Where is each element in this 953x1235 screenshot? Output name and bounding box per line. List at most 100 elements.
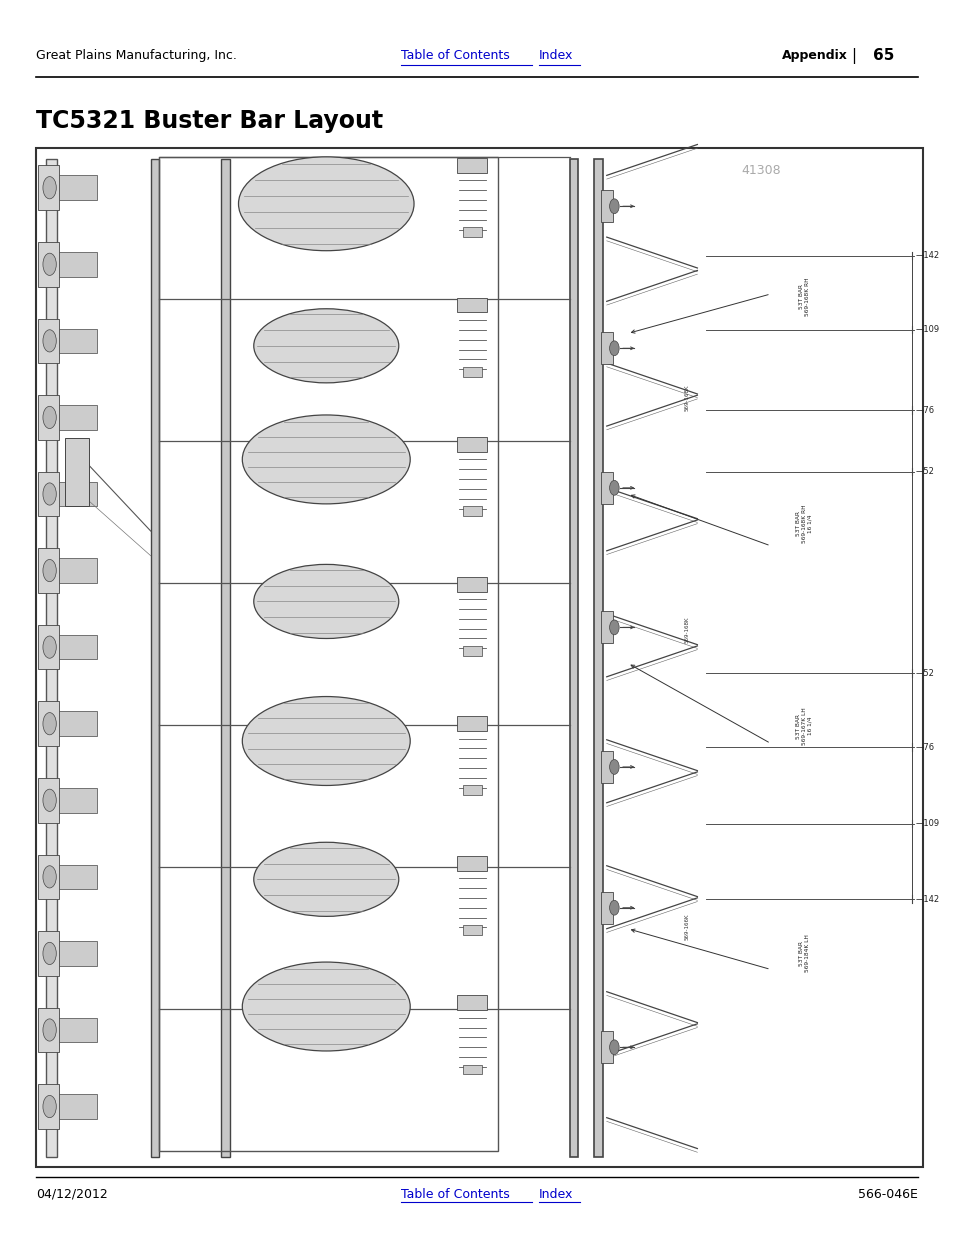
Bar: [569, 159, 578, 1157]
Text: —76: —76: [915, 742, 934, 752]
Bar: [600, 1031, 613, 1063]
Bar: [36, 148, 923, 1167]
Bar: [59, 252, 97, 277]
Bar: [38, 1008, 59, 1052]
Bar: [38, 1084, 59, 1129]
Bar: [59, 864, 97, 889]
Ellipse shape: [253, 309, 398, 383]
Bar: [65, 438, 89, 506]
Bar: [59, 788, 97, 813]
Ellipse shape: [253, 842, 398, 916]
Text: 569-168K: 569-168K: [683, 384, 689, 411]
Ellipse shape: [43, 789, 56, 811]
Bar: [600, 892, 613, 924]
Bar: [456, 577, 487, 592]
Ellipse shape: [43, 713, 56, 735]
Ellipse shape: [43, 866, 56, 888]
Bar: [456, 856, 487, 871]
Bar: [462, 506, 481, 516]
Bar: [462, 1065, 481, 1074]
Bar: [38, 855, 59, 899]
Ellipse shape: [242, 697, 410, 785]
Ellipse shape: [43, 942, 56, 965]
Ellipse shape: [43, 1019, 56, 1041]
Text: Table of Contents: Table of Contents: [400, 1188, 509, 1200]
Bar: [59, 711, 97, 736]
Text: Index: Index: [538, 1188, 573, 1200]
Text: Index: Index: [538, 49, 573, 62]
Ellipse shape: [609, 760, 618, 774]
Bar: [456, 716, 487, 731]
Ellipse shape: [609, 199, 618, 214]
Bar: [59, 558, 97, 583]
Ellipse shape: [609, 900, 618, 915]
Bar: [59, 635, 97, 659]
Ellipse shape: [43, 177, 56, 199]
Bar: [462, 785, 481, 795]
Ellipse shape: [43, 330, 56, 352]
Text: TC5321 Buster Bar Layout: TC5321 Buster Bar Layout: [36, 110, 383, 133]
Ellipse shape: [609, 1040, 618, 1055]
Bar: [38, 165, 59, 210]
Bar: [38, 242, 59, 287]
Bar: [38, 548, 59, 593]
Text: 569-168K: 569-168K: [683, 616, 689, 643]
Bar: [59, 1094, 97, 1119]
Bar: [151, 159, 159, 1157]
Bar: [59, 175, 97, 200]
Ellipse shape: [253, 564, 398, 638]
Text: 65: 65: [872, 48, 893, 63]
Bar: [600, 751, 613, 783]
Text: 53T BAR
569-168K RH
16 1/4: 53T BAR 569-168K RH 16 1/4: [795, 504, 812, 543]
Bar: [38, 395, 59, 440]
Bar: [59, 1018, 97, 1042]
Ellipse shape: [609, 480, 618, 495]
Ellipse shape: [242, 415, 410, 504]
Bar: [59, 941, 97, 966]
Ellipse shape: [238, 157, 414, 251]
Ellipse shape: [43, 483, 56, 505]
Bar: [38, 931, 59, 976]
Bar: [38, 701, 59, 746]
Bar: [456, 158, 487, 173]
Text: 04/12/2012: 04/12/2012: [36, 1188, 108, 1200]
Ellipse shape: [43, 1095, 56, 1118]
Bar: [462, 646, 481, 656]
Bar: [600, 332, 613, 364]
Bar: [600, 472, 613, 504]
Bar: [59, 482, 97, 506]
Ellipse shape: [43, 406, 56, 429]
Bar: [221, 159, 230, 1157]
Bar: [600, 611, 613, 643]
Bar: [38, 472, 59, 516]
Bar: [462, 367, 481, 377]
Bar: [462, 925, 481, 935]
Text: Great Plains Manufacturing, Inc.: Great Plains Manufacturing, Inc.: [36, 49, 237, 62]
Text: —142: —142: [915, 251, 939, 261]
Ellipse shape: [43, 559, 56, 582]
Text: 53T BAR
569-167K LH
16 1/4: 53T BAR 569-167K LH 16 1/4: [795, 708, 812, 745]
Text: Appendix: Appendix: [781, 49, 847, 62]
Bar: [462, 227, 481, 237]
Bar: [38, 319, 59, 363]
Text: —142: —142: [915, 894, 939, 904]
Bar: [59, 329, 97, 353]
Text: —109: —109: [915, 325, 939, 335]
Bar: [59, 405, 97, 430]
Bar: [159, 157, 497, 1151]
Ellipse shape: [609, 341, 618, 356]
Bar: [46, 159, 57, 1157]
Ellipse shape: [43, 253, 56, 275]
Bar: [38, 778, 59, 823]
Text: Table of Contents: Table of Contents: [400, 49, 509, 62]
Bar: [600, 190, 613, 222]
Text: 569-166K: 569-166K: [683, 913, 689, 940]
Ellipse shape: [242, 962, 410, 1051]
Bar: [456, 437, 487, 452]
Bar: [456, 298, 487, 312]
Ellipse shape: [609, 620, 618, 635]
Text: —109: —109: [915, 819, 939, 829]
Bar: [594, 159, 602, 1157]
Bar: [38, 625, 59, 669]
Text: 41308: 41308: [740, 164, 781, 177]
